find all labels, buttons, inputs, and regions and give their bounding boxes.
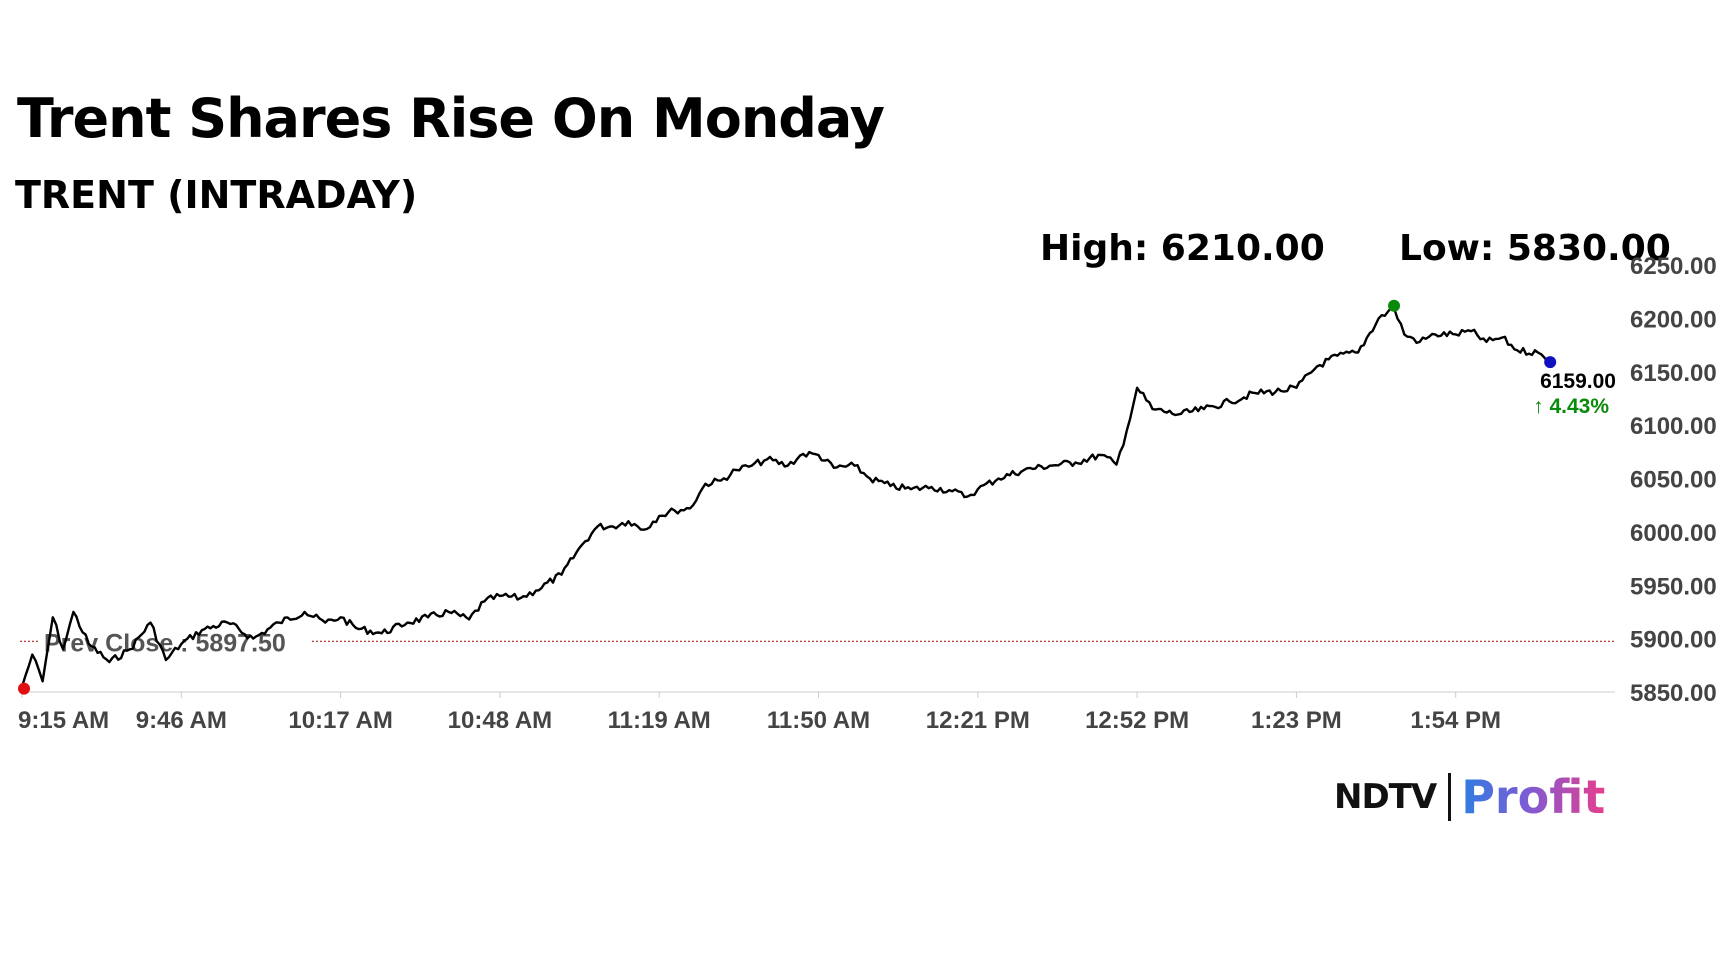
logo-divider: [1448, 773, 1452, 821]
prev-close-group: Prev Close : 5897.50: [20, 627, 1614, 657]
y-tick-label: 6050.00: [1630, 467, 1717, 494]
prev-close-label: Prev Close : 5897.50: [44, 629, 286, 657]
x-tick-label: 11:19 AM: [608, 707, 711, 734]
chart-subtitle: TRENT (INTRADAY): [15, 173, 418, 217]
y-tick-label: 6150.00: [1630, 360, 1717, 387]
last-point-marker: [1544, 356, 1557, 369]
y-tick-label: 6000.00: [1630, 520, 1717, 547]
last-price-label: 6159.00: [1540, 370, 1616, 393]
x-tick-label: 12:52 PM: [1085, 707, 1189, 734]
x-tick-label: 9:46 AM: [136, 707, 227, 734]
open-point-marker: [18, 682, 30, 695]
y-tick-label: 5950.00: [1630, 573, 1717, 600]
x-tick-label: 10:17 AM: [288, 707, 392, 734]
y-tick-label: 6200.00: [1630, 306, 1717, 333]
price-series-line: [20, 306, 1550, 688]
high-point-marker: [1388, 299, 1401, 312]
logo-ndtv-text: NDTV: [1334, 777, 1437, 817]
x-tick-label: 1:23 PM: [1251, 707, 1342, 734]
x-axis: 9:15 AM 9:46 AM 10:17 AM 10:48 AM 11:19 AM 11…: [18, 691, 1615, 734]
x-tick-label: 12:21 PM: [926, 707, 1030, 734]
ndtv-profit-logo: NDTV Profit: [1334, 770, 1606, 824]
y-tick-label: 5850.00: [1630, 680, 1717, 707]
y-tick-label: 6250.00: [1630, 253, 1717, 280]
day-low-label: Low: 5830.00: [1399, 228, 1671, 269]
y-tick-label: 6100.00: [1630, 413, 1717, 440]
y-axis: 6250.00 6200.00 6150.00 6100.00 6050.00 6000.…: [1630, 253, 1717, 707]
x-tick-label: 10:48 AM: [448, 707, 552, 734]
day-high-label: High: 6210.00: [1040, 228, 1325, 269]
last-change-label: ↑ 4.43%: [1533, 395, 1609, 418]
chart-title: Trent Shares Rise On Monday: [17, 87, 885, 150]
x-tick-label: 1:54 PM: [1410, 707, 1501, 734]
logo-profit-text: Profit: [1461, 770, 1606, 824]
x-tick-label: 11:50 AM: [767, 707, 870, 734]
y-tick-label: 5900.00: [1630, 627, 1717, 654]
x-tick-label: 9:15 AM: [18, 707, 109, 734]
